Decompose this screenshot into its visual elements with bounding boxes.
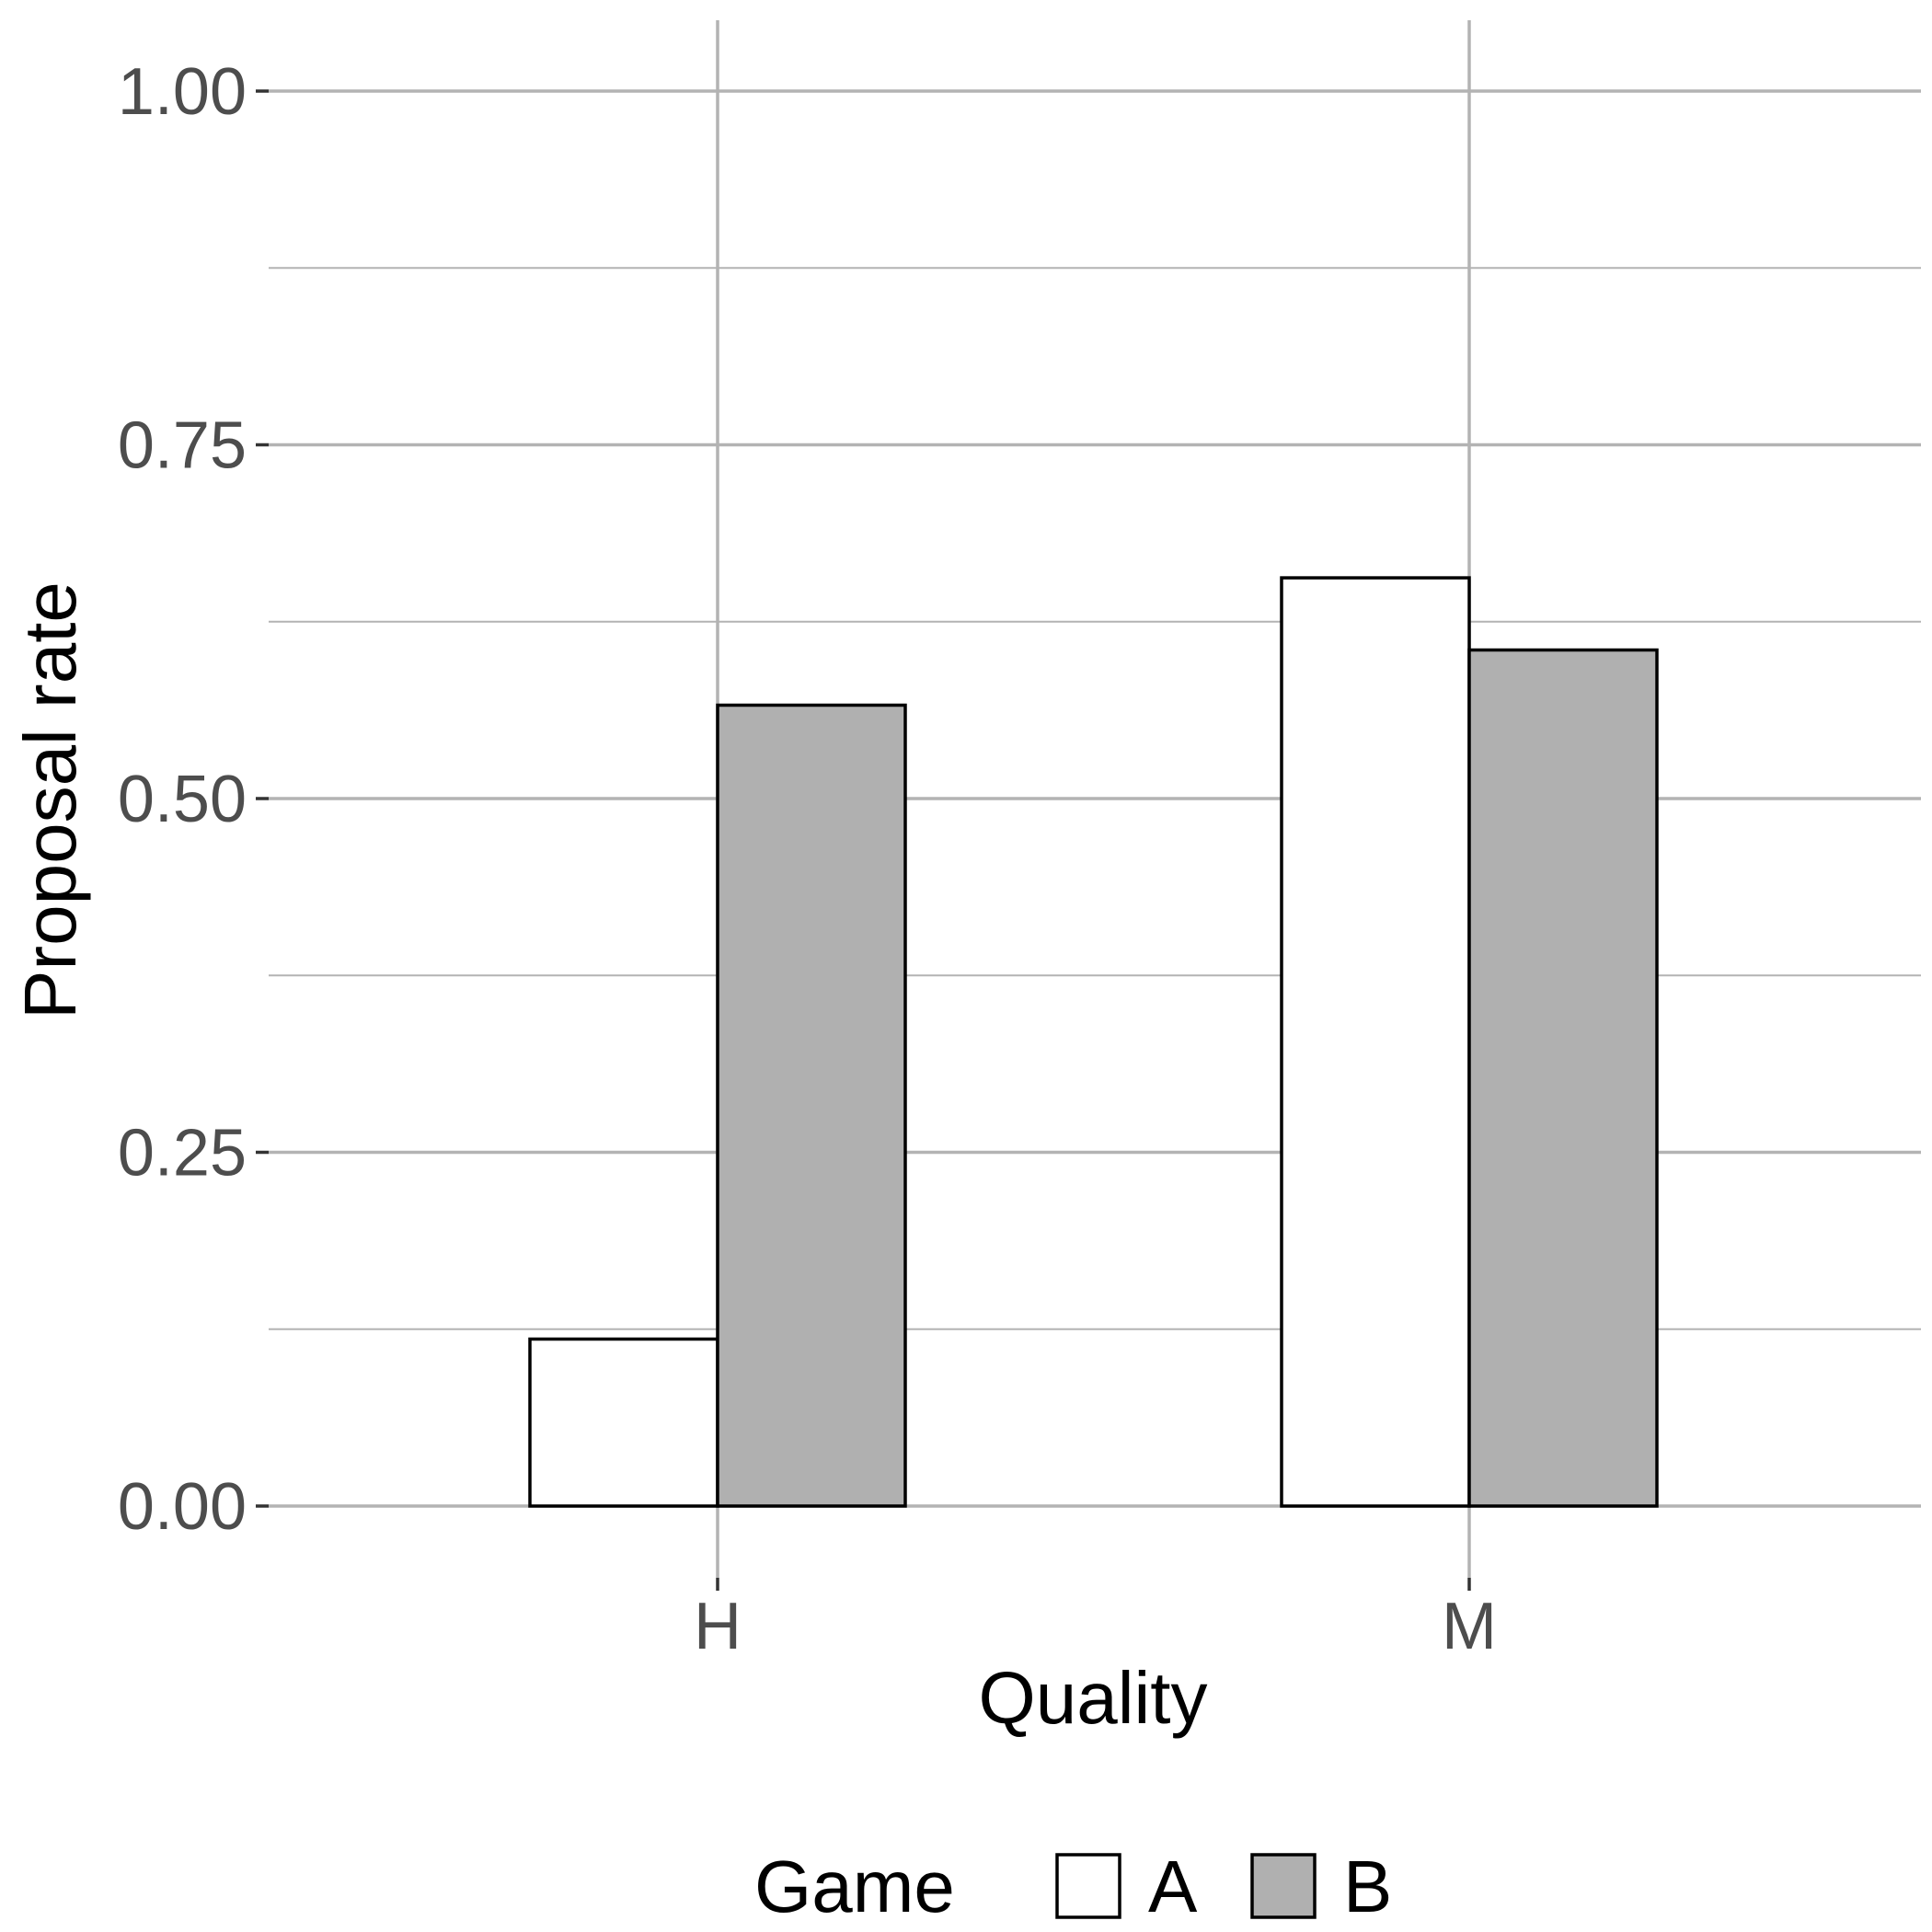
legend-label-b: B [1343, 1846, 1392, 1927]
legend-title: Game [754, 1846, 955, 1927]
legend: Game A B [754, 1846, 1392, 1927]
bar-a-h [528, 1337, 719, 1508]
x-axis-title: Quality [979, 1657, 1208, 1739]
legend-key-a [1055, 1853, 1121, 1919]
legend-label-a: A [1148, 1846, 1198, 1927]
y-axis-title: Proposal rate [9, 581, 91, 1019]
bar-b-h [716, 703, 907, 1508]
bar-b-m [1467, 648, 1659, 1508]
y-tick-label: 0.00 [118, 1470, 247, 1544]
y-tick-label: 1.00 [118, 55, 247, 129]
y-tick-label: 0.25 [118, 1117, 247, 1190]
y-axis: 0.00 0.25 0.50 0.75 1.00 [118, 55, 269, 1544]
bars [528, 576, 1659, 1508]
x-tick-label: M [1442, 1590, 1497, 1663]
bar-a-m [1280, 576, 1471, 1508]
legend-key-b [1250, 1853, 1317, 1919]
y-tick-label: 0.50 [118, 763, 247, 836]
y-tick-label: 0.75 [118, 409, 247, 483]
grid-lines [269, 20, 1921, 1578]
x-tick-label: H [694, 1590, 742, 1663]
